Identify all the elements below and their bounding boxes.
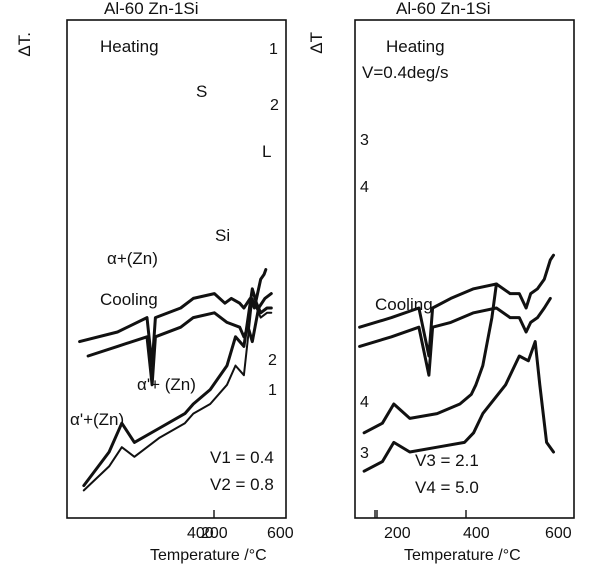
left-cooling-label: Cooling — [100, 290, 158, 309]
left-xtick-label-400: 400 — [187, 525, 214, 542]
left-plot-frame — [66, 19, 287, 519]
left-curve-label-2-cooling: 2 — [268, 352, 277, 369]
left-title: Al-60 Zn-1Si — [104, 0, 198, 18]
right-panel: Al-60 Zn-1Si ΔT Temperature /°C 200 400 … — [307, 0, 575, 564]
left-si-label: Si — [215, 226, 230, 245]
left-alpha-prime-zn-label-2: α'+(Zn) — [70, 410, 124, 429]
right-heating-label: Heating — [386, 37, 445, 56]
right-curve-cooling-4 — [362, 282, 498, 435]
left-curve-label-1-heating: 1 — [269, 41, 278, 58]
left-panel: Al-60 Zn-1Si ΔT. Temperature /°C 200 400… — [15, 0, 376, 564]
right-curve-label-4-cooling: 4 — [360, 394, 369, 411]
left-curves — [78, 268, 273, 492]
right-plot-frame — [354, 19, 575, 519]
left-curve-label-1-cooling: 1 — [268, 382, 277, 399]
left-ylabel: ΔT. — [15, 32, 34, 57]
left-s-label: S — [196, 82, 207, 101]
left-xtick-label-200: 200 — [201, 525, 228, 542]
right-xtick-label-600: 600 — [545, 525, 572, 542]
left-curve-heating-2 — [86, 292, 273, 387]
left-xlabel: Temperature /°C — [150, 547, 267, 564]
right-v3-label: V3 = 2.1 — [415, 451, 479, 470]
right-curve-label-3-cooling: 3 — [360, 445, 369, 462]
left-heating-label: Heating — [100, 37, 159, 56]
left-alpha-prime-zn-label-1: α'+ (Zn) — [137, 375, 196, 394]
right-curve-label-3-heating: 3 — [360, 132, 369, 149]
right-curve-heating-3 — [358, 253, 555, 358]
right-curve-cooling-3 — [362, 340, 555, 473]
right-xlabel: Temperature /°C — [404, 547, 521, 564]
right-curve-heating-4 — [358, 296, 552, 377]
left-curve-cooling-2 — [82, 287, 273, 488]
right-ylabel: ΔT — [307, 32, 326, 54]
right-xtick-label-400: 400 — [463, 525, 490, 542]
right-curve-label-4-heating: 4 — [360, 179, 369, 196]
left-curve-cooling-1 — [82, 297, 273, 492]
left-curve-label-2-heating: 2 — [270, 97, 279, 114]
left-xtick-label-600: 600 — [267, 525, 294, 542]
left-alpha-zn-label: α+(Zn) — [107, 249, 158, 268]
left-l-label: L — [262, 142, 271, 161]
right-curves — [358, 253, 555, 473]
right-xtick-label-200: 200 — [384, 525, 411, 542]
right-rate-label: V=0.4deg/s — [362, 63, 449, 82]
right-title: Al-60 Zn-1Si — [396, 0, 490, 18]
right-v4-label: V4 = 5.0 — [415, 478, 479, 497]
left-v2-label: V2 = 0.8 — [210, 475, 274, 494]
right-cooling-label: Cooling — [375, 295, 433, 314]
left-v1-label: V1 = 0.4 — [210, 448, 274, 467]
